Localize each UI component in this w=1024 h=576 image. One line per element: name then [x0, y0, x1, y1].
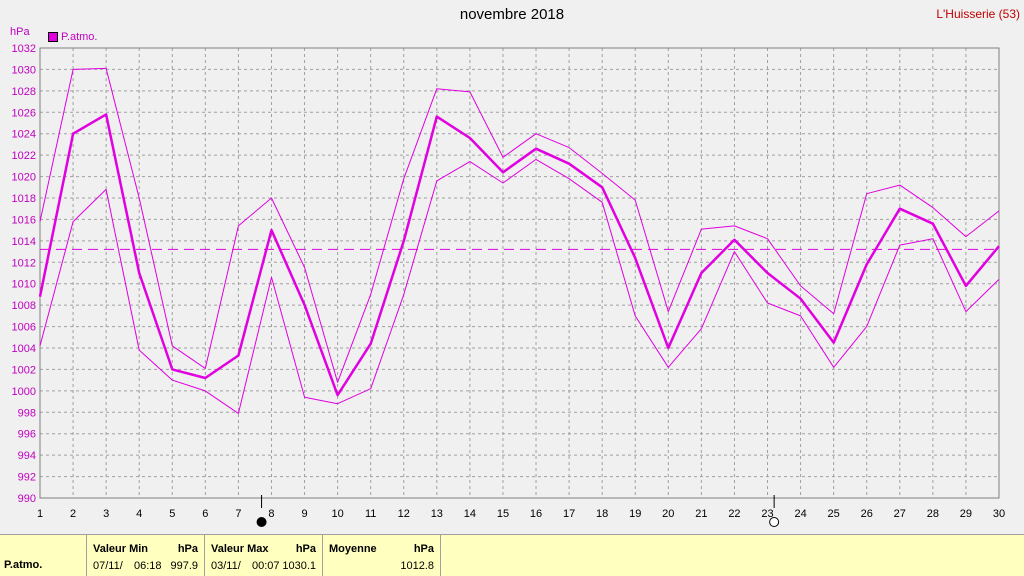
stats-avg-cell: Moyenne hPa 1012.8: [323, 535, 441, 576]
y-tick-label: 1002: [12, 364, 36, 376]
stats-min-time: 06:18: [134, 560, 162, 572]
y-tick-label: 996: [18, 429, 36, 441]
x-tick-label: 22: [728, 508, 740, 520]
x-tick-label: 21: [695, 508, 707, 520]
y-tick-label: 1028: [12, 86, 36, 98]
y-tick-label: 1022: [12, 150, 36, 162]
legend: P.atmo.: [48, 31, 98, 43]
y-tick-label: 1008: [12, 300, 36, 312]
x-tick-label: 8: [268, 508, 274, 520]
full-moon-icon: [769, 517, 780, 527]
y-axis-unit: hPa: [10, 26, 30, 38]
y-tick-label: 1020: [12, 172, 36, 184]
y-tick-label: 998: [18, 407, 36, 419]
y-tick-label: 1032: [12, 43, 36, 55]
stats-min-label: Valeur Min: [93, 543, 149, 555]
x-tick-label: 6: [202, 508, 208, 520]
y-tick-label: 1004: [12, 343, 36, 355]
x-tick-label: 27: [894, 508, 906, 520]
x-tick-label: 5: [169, 508, 175, 520]
y-tick-label: 1014: [12, 236, 36, 248]
x-tick-label: 3: [103, 508, 109, 520]
stats-row-label: P.atmo.: [4, 559, 43, 571]
stats-min-cell: Valeur Min hPa 07/11/ 06:18 997.9: [87, 535, 205, 576]
y-tick-label: 1006: [12, 322, 36, 334]
series-max-line: [39, 67, 1000, 383]
y-tick-label: 1016: [12, 214, 36, 226]
plot-area: [40, 48, 999, 498]
x-tick-label: 26: [861, 508, 873, 520]
y-tick-label: 1024: [12, 129, 36, 141]
x-tick-label: 16: [530, 508, 542, 520]
x-tick-label: 30: [993, 508, 1005, 520]
y-tick-label: 1018: [12, 193, 36, 205]
x-tick-label: 7: [235, 508, 241, 520]
x-tick-label: 11: [365, 508, 376, 520]
plot-frame: [39, 47, 1000, 499]
stats-avg-label: Moyenne: [329, 543, 377, 555]
stats-max-unit: hPa: [295, 543, 316, 555]
x-tick-label: 28: [927, 508, 939, 520]
series-min-line: [39, 158, 1000, 414]
x-tick-label: 13: [431, 508, 443, 520]
chart-title: novembre 2018: [459, 6, 565, 23]
stats-min-value: 997.9: [170, 560, 198, 572]
stats-max-label: Valeur Max: [211, 543, 269, 555]
y-tick-label: 1026: [12, 107, 36, 119]
x-tick-label: 4: [136, 508, 142, 520]
y-tick-label: 992: [18, 472, 36, 484]
y-tick-label: 1000: [12, 386, 36, 398]
series-mean-line: [38, 113, 1000, 397]
x-tick-label: 14: [464, 508, 476, 520]
stats-min-unit: hPa: [177, 543, 198, 555]
stats-max-time: 00:07: [252, 560, 280, 572]
x-tick-label: 12: [398, 508, 410, 520]
x-tick-label: 15: [497, 508, 509, 520]
new-moon-icon: [256, 517, 267, 527]
x-tick-label: 24: [794, 508, 806, 520]
stats-row-header: P.atmo.: [0, 535, 87, 576]
legend-swatch: [48, 32, 58, 42]
stats-panel: P.atmo. Valeur Min hPa 07/11/ 06:18 997.…: [0, 534, 1024, 576]
x-tick-label: 19: [629, 508, 641, 520]
x-tick-label: 9: [301, 508, 307, 520]
x-tick-label: 29: [960, 508, 972, 520]
legend-label: P.atmo.: [61, 31, 98, 43]
y-tick-label: 1010: [12, 279, 36, 291]
x-tick-label: 18: [596, 508, 608, 520]
x-tick-label: 25: [828, 508, 840, 520]
y-tick-label: 994: [18, 450, 36, 462]
stats-max-value: 1030.1: [282, 560, 316, 572]
x-tick-label: 10: [331, 508, 343, 520]
station-name: L'Huisserie (53): [936, 7, 1020, 21]
x-tick-label: 23: [761, 508, 773, 520]
stats-avg-value: 1012.8: [400, 560, 434, 572]
y-tick-label: 1012: [12, 257, 36, 269]
stats-max-cell: Valeur Max hPa 03/11/ 00:07 1030.1: [205, 535, 323, 576]
stats-max-date: 03/11/: [211, 560, 241, 572]
y-tick-label: 1030: [12, 64, 36, 76]
stats-avg-unit: hPa: [413, 543, 434, 555]
x-tick-label: 2: [70, 508, 76, 520]
x-tick-label: 17: [563, 508, 575, 520]
x-tick-label: 1: [37, 508, 43, 520]
x-tick-label: 20: [662, 508, 674, 520]
y-tick-label: 990: [18, 493, 36, 505]
stats-min-date: 07/11/: [93, 560, 123, 572]
pressure-chart: 9909929949969981000100210041006100810101…: [12, 43, 1005, 527]
